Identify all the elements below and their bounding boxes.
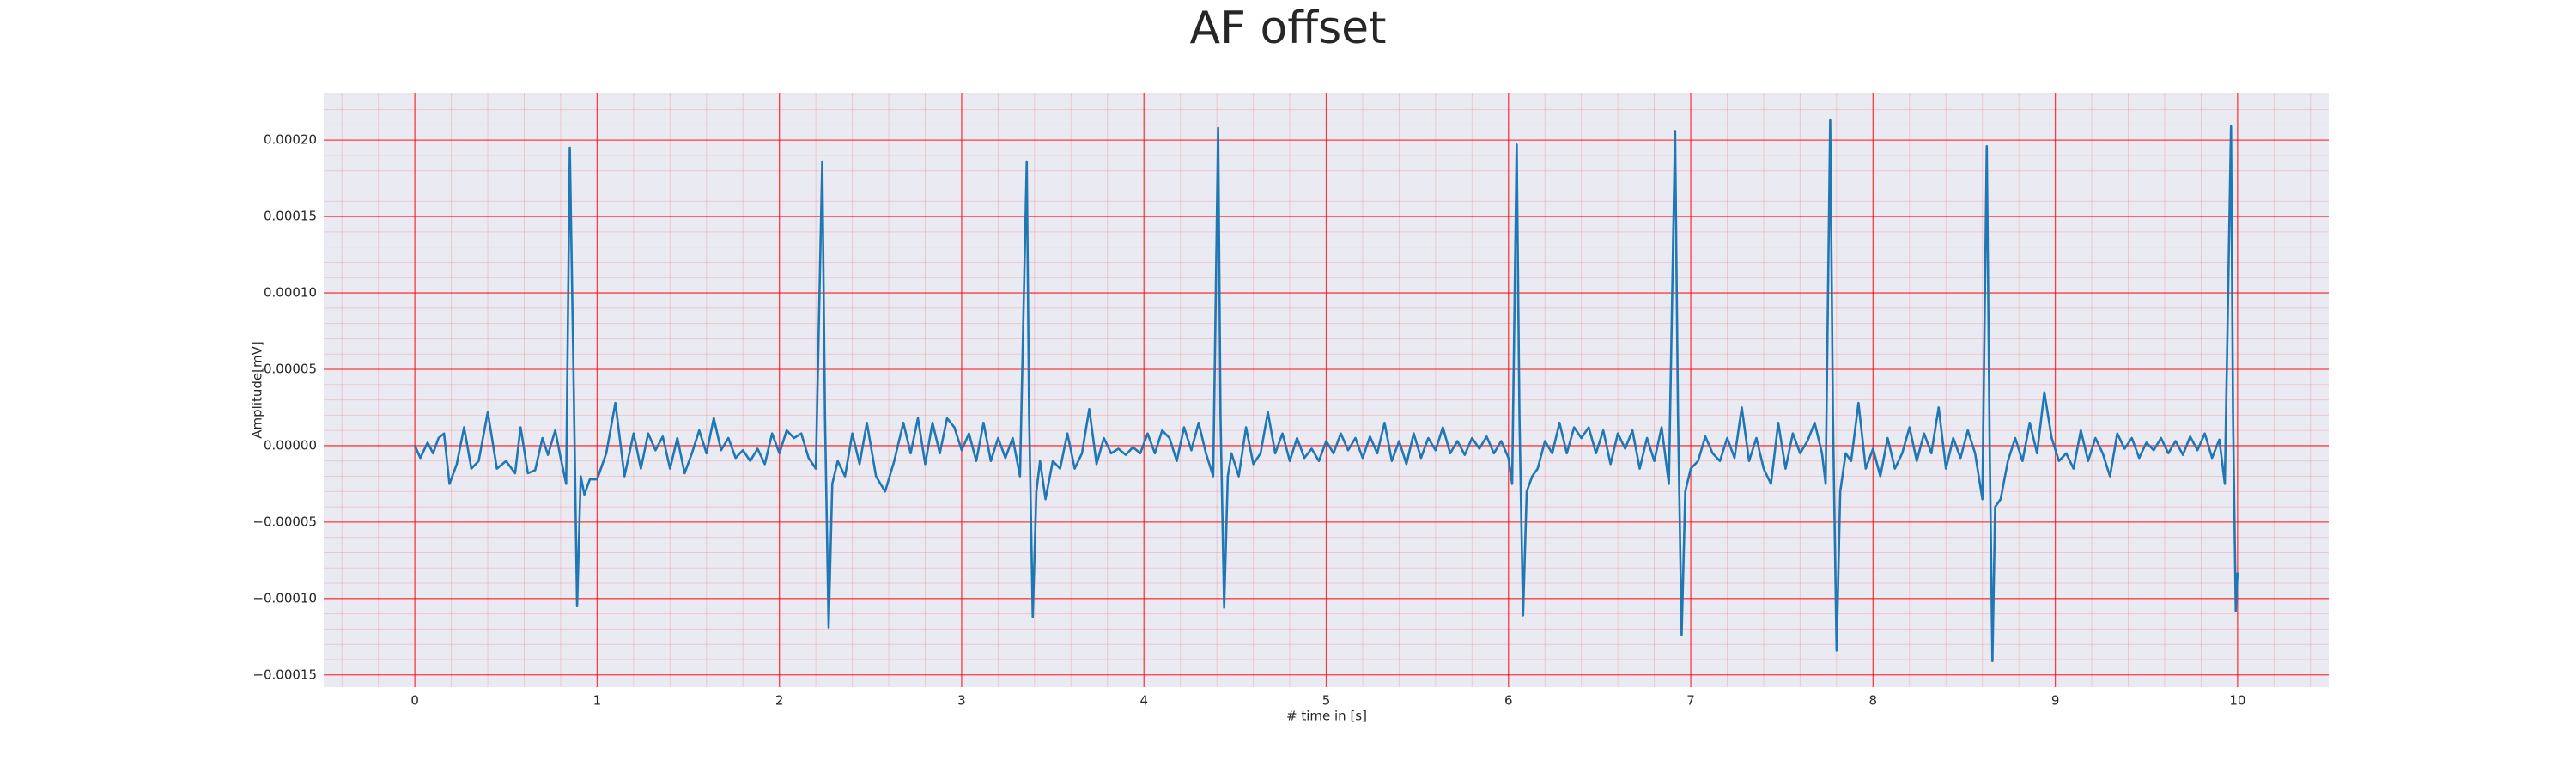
y-tick-label: 0.00005 bbox=[264, 361, 317, 376]
y-tick-label: −0.00010 bbox=[252, 590, 317, 606]
y-axis-label: Amplitude[mV] bbox=[250, 341, 265, 438]
y-tick-label: 0.00010 bbox=[264, 285, 317, 301]
x-tick-label: 9 bbox=[2051, 693, 2060, 709]
y-tick-label: −0.00015 bbox=[252, 666, 317, 682]
x-tick-label: 6 bbox=[1504, 693, 1513, 709]
x-tick-label: 10 bbox=[2229, 693, 2245, 709]
x-tick-label: 8 bbox=[1869, 693, 1878, 709]
x-tick-label: 4 bbox=[1139, 693, 1148, 709]
y-tick-label: 0.00020 bbox=[264, 132, 317, 148]
chart-title: AF offset bbox=[1189, 3, 1386, 54]
x-tick-label: 1 bbox=[593, 693, 602, 709]
x-tick-label: 5 bbox=[1322, 693, 1331, 709]
y-tick-label: 0.00015 bbox=[264, 209, 317, 224]
y-tick-label: −0.00005 bbox=[252, 514, 317, 529]
y-tick-label: 0.00000 bbox=[264, 437, 317, 453]
x-axis-label: # time in [s] bbox=[1286, 709, 1367, 724]
x-tick-label: 3 bbox=[957, 693, 966, 709]
x-tick-label: 0 bbox=[410, 693, 419, 709]
signal-line bbox=[413, 119, 2239, 663]
x-tick-label: 2 bbox=[775, 693, 784, 709]
x-tick-label: 7 bbox=[1686, 693, 1695, 709]
